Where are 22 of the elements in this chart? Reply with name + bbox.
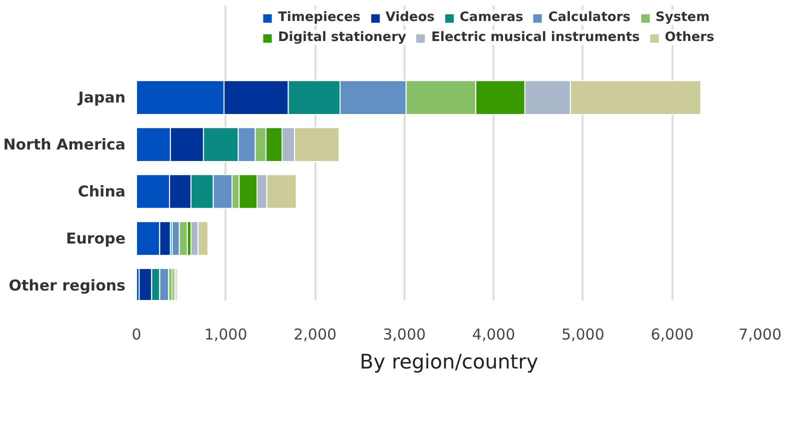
legend-label: System bbox=[656, 10, 710, 25]
legend-label: Digital stationery bbox=[278, 30, 406, 45]
legend-label: Electric musical instruments bbox=[431, 30, 640, 45]
x-tick-label: 4,000 bbox=[472, 326, 516, 344]
x-tick-label: 6,000 bbox=[650, 326, 694, 344]
x-tick-label: 5,000 bbox=[561, 326, 604, 344]
legend-label: Others bbox=[664, 30, 714, 45]
y-tick-label: Europe bbox=[66, 229, 126, 248]
y-tick-label: North America bbox=[3, 136, 126, 154]
legend-label: Videos bbox=[386, 10, 435, 25]
x-tick-label: 0 bbox=[132, 326, 142, 344]
y-tick-label: Japan bbox=[77, 88, 126, 107]
text: By region/country bbox=[360, 350, 538, 374]
legend-label: Cameras bbox=[460, 10, 524, 25]
y-tick-label: China bbox=[78, 182, 126, 201]
x-tick-label: 3,000 bbox=[382, 326, 426, 344]
legend-label: Timepieces bbox=[278, 10, 361, 25]
y-tick-label: Other regions bbox=[8, 276, 126, 294]
x-tick-label: 2,000 bbox=[294, 326, 337, 344]
legend-label: Calculators bbox=[548, 10, 630, 25]
x-tick-label: 7,000 bbox=[738, 326, 782, 344]
x-tick-label: 1,000 bbox=[204, 326, 248, 344]
